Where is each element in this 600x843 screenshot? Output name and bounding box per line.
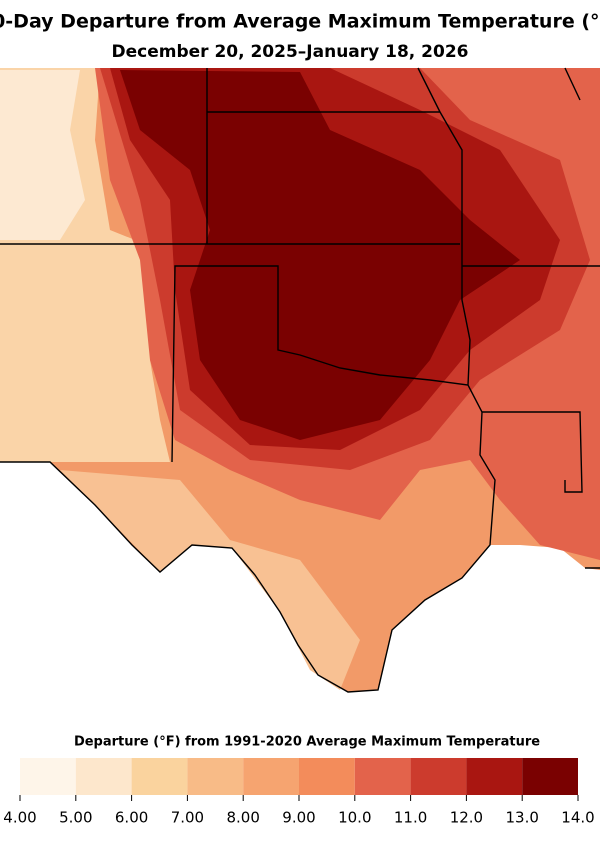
map	[0, 67, 600, 693]
legend-title: Departure (°F) from 1991-2020 Average Ma…	[74, 735, 540, 750]
color-bin	[243, 758, 299, 795]
color-bin	[299, 758, 355, 795]
subtitle: December 20, 2025–January 18, 2026	[111, 42, 468, 62]
tick-label: 9.00	[282, 809, 315, 827]
color-bin	[187, 758, 244, 795]
color-bin	[354, 758, 411, 795]
light-region	[60, 470, 360, 690]
tick-label: 10.0	[338, 809, 371, 827]
color-bin	[75, 758, 132, 795]
hot-region	[120, 70, 520, 440]
color-bin	[466, 758, 523, 795]
color-bin	[410, 758, 467, 795]
tick-label: 5.00	[59, 809, 92, 827]
color-bin	[20, 758, 76, 795]
state-border	[0, 67, 600, 693]
color-bin	[522, 758, 578, 795]
tick-label: 11.0	[394, 809, 427, 827]
tick-label: 4.00	[3, 809, 36, 827]
color-bin	[131, 758, 188, 795]
tick-label: 12.0	[450, 809, 483, 827]
title: 30-Day Departure from Average Maximum Te…	[0, 11, 600, 33]
tick-label: 8.00	[226, 809, 259, 827]
tick-label: 7.00	[171, 809, 204, 827]
tick-label: 14.0	[561, 809, 594, 827]
light-region	[0, 70, 85, 240]
tick-label: 6.00	[115, 809, 148, 827]
tick-label: 13.0	[505, 809, 538, 827]
